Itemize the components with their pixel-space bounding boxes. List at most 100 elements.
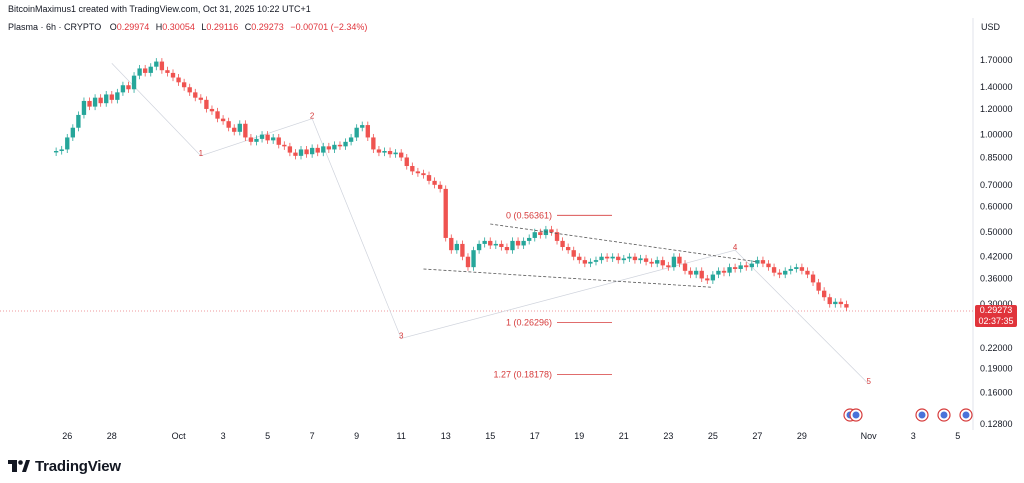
candle-body (354, 127, 359, 138)
candle-body (399, 152, 404, 158)
time-tick-label: 11 (397, 431, 406, 441)
price-axis[interactable]: 1.70000 1.40000 1.20000 1.00000 0.85000 0.700… (980, 55, 1013, 429)
candle-body (159, 61, 165, 71)
candle-body (532, 232, 537, 238)
candle-body (259, 134, 265, 139)
candle-body (126, 85, 131, 90)
candle-body (265, 134, 270, 141)
wave-label: 1 (199, 149, 204, 158)
price-tick-label: 0.22000 (980, 343, 1013, 353)
annotations: 1 2 3 4 5 0 (0.56361) 1 (0.26296) 1.27 (0.18178… (199, 112, 872, 386)
candle-body (449, 237, 454, 251)
candle-body (538, 232, 543, 236)
candle-body (293, 152, 298, 156)
candle-body (237, 123, 242, 132)
candle-body (821, 290, 827, 298)
candle-body (143, 68, 148, 73)
wave-label: 4 (733, 243, 738, 252)
currency-label[interactable]: USD (981, 22, 1001, 32)
candle-body (226, 121, 231, 128)
candle-body (616, 256, 621, 261)
candle-body (104, 94, 109, 104)
candle-body (243, 123, 248, 138)
low-key: L (201, 22, 207, 32)
candle-body (371, 137, 376, 150)
time-tick-label: 28 (107, 431, 117, 441)
candle-body (604, 256, 610, 259)
candle-body (137, 68, 142, 76)
candle-body (549, 229, 554, 233)
candle-body (215, 111, 220, 119)
wave-path (111, 63, 869, 385)
candle-body (360, 125, 365, 128)
candle-body (465, 256, 471, 268)
candle-body (554, 232, 560, 241)
candle-body (170, 72, 176, 78)
price-tick-label: 0.42000 (980, 252, 1013, 262)
candle-body (844, 304, 849, 308)
candle-body (87, 100, 92, 107)
candle-body (660, 260, 665, 266)
candle-body (298, 149, 304, 156)
candle-body (499, 243, 504, 248)
candle-body (421, 173, 426, 176)
event-marker-icon[interactable] (849, 408, 863, 422)
candle-body (783, 270, 788, 275)
symbol-legend: Plasma · 6h · CRYPTO O0.29974 H0.30054 L… (8, 22, 371, 32)
event-marker-icon[interactable] (959, 408, 973, 422)
candle-body (454, 243, 460, 251)
candle-body (705, 278, 710, 281)
candle-body (348, 137, 354, 142)
candle-body (621, 258, 626, 261)
event-marker-icon[interactable] (937, 408, 951, 422)
candle-body (565, 247, 571, 251)
open-value: 0.29974 (116, 22, 150, 32)
candle-body (70, 127, 75, 138)
candle-body (488, 240, 493, 246)
candle-body (710, 274, 716, 281)
wave-lines (111, 63, 869, 385)
time-tick-label: 5 (955, 431, 960, 441)
candle-body (343, 141, 348, 147)
candle-body (393, 152, 398, 155)
time-tick-label: Oct (172, 431, 187, 441)
candle-body (838, 301, 844, 305)
candle-body (65, 137, 70, 150)
candle-body (810, 274, 816, 283)
time-tick-label: 25 (708, 431, 718, 441)
event-markers[interactable] (843, 408, 973, 422)
time-tick-label: 13 (441, 431, 451, 441)
time-tick-label: 15 (485, 431, 495, 441)
candle-body (682, 263, 688, 271)
candle-body (688, 270, 693, 275)
candle-body (193, 92, 198, 98)
tradingview-logo[interactable]: TradingView (8, 458, 121, 475)
time-tick-label: Nov (861, 431, 878, 441)
candle-body (443, 188, 448, 238)
candle-body (610, 256, 615, 259)
candle-body (577, 256, 582, 261)
candle-body (181, 82, 187, 88)
candle-body (476, 243, 482, 251)
candle-body (649, 261, 654, 264)
time-tick-label: 21 (619, 431, 629, 441)
candle-body (165, 70, 170, 73)
high-key: H (155, 22, 163, 32)
candle-body (510, 240, 515, 251)
high-value: 0.30054 (162, 22, 195, 32)
time-tick-label: 26 (62, 431, 72, 441)
time-tick-label: 27 (752, 431, 762, 441)
candle-body (833, 301, 838, 305)
candle-body (131, 75, 137, 90)
candle-body (404, 157, 409, 167)
candle-body (92, 97, 98, 107)
time-axis[interactable]: 26 28 Oct 3 5 7 9 11 13 15 17 19 21 23 25 27 29 Nov 3 5 (62, 431, 960, 441)
candle-body (332, 144, 337, 150)
open-key: O (109, 22, 117, 32)
candle-body (515, 240, 521, 246)
wedge-trendline (423, 268, 713, 288)
candle-body (816, 282, 821, 291)
event-marker-icon[interactable] (915, 408, 929, 422)
bar-countdown: 02:37:35 (978, 316, 1014, 326)
